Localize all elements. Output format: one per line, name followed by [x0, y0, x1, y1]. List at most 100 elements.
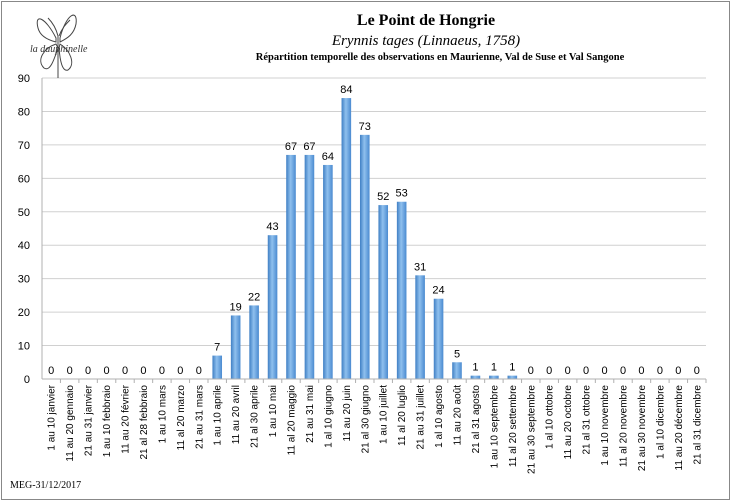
bar — [323, 164, 333, 379]
bar-value-label: 0 — [196, 365, 202, 377]
bar — [452, 362, 462, 379]
bar — [396, 201, 407, 379]
category-label: 1 au 10 juillet — [379, 385, 390, 444]
y-tick-label: 80 — [18, 106, 30, 118]
category-label: 11 au 20 avril — [231, 385, 242, 444]
bar-value-label: 0 — [48, 365, 54, 377]
category-label: 21 au 31 janvier — [84, 384, 95, 456]
y-tick-label: 0 — [24, 374, 30, 386]
chart-subtitle: Erynnis tages (Linnaeus, 1758) — [331, 33, 520, 49]
category-label: 11 al 20 luglio — [397, 385, 408, 446]
footer-credit: MEG-31/12/2017 — [10, 480, 82, 491]
bar-value-label: 24 — [432, 285, 444, 297]
bar — [378, 205, 389, 379]
bar — [212, 355, 223, 379]
category-label: 1 al 10 dicembre — [655, 385, 666, 459]
y-tick-label: 70 — [18, 140, 30, 152]
category-label: 11 au 20 juin — [342, 385, 353, 442]
bar-value-label: 0 — [85, 365, 91, 377]
bar-value-label: 84 — [340, 84, 352, 96]
bar-value-label: 1 — [491, 362, 497, 374]
category-label: 1 al 10 agosto — [434, 385, 445, 448]
bar-value-label: 1 — [472, 362, 478, 374]
bar-value-label: 0 — [528, 365, 534, 377]
bar-value-label: 0 — [620, 365, 626, 377]
y-tick-label: 40 — [18, 240, 30, 252]
category-label: 1 au 10 mai — [268, 385, 279, 437]
bar-value-label: 0 — [638, 365, 644, 377]
bar — [286, 154, 296, 379]
bar-value-label: 7 — [214, 342, 220, 354]
butterfly-icon — [36, 14, 77, 78]
logo-label: la dauphinelle — [30, 44, 88, 55]
category-label: 11 au 20 août — [453, 385, 464, 446]
y-tick-label: 30 — [18, 274, 30, 286]
category-label: 11 au 20 décembre — [674, 385, 685, 471]
category-label: 11 al 20 maggio — [287, 385, 298, 456]
category-label: 1 au 10 septembre — [489, 385, 500, 469]
category-label: 21 au 31 juillet — [416, 385, 427, 450]
bar-value-label: 0 — [565, 365, 571, 377]
bar — [433, 298, 444, 379]
bar-value-label: 31 — [414, 261, 426, 273]
category-label: 21 au 30 novembre — [637, 385, 648, 472]
bar-value-label: 0 — [67, 365, 73, 377]
category-label: 21 au 30 septembre — [526, 385, 537, 474]
category-label: 11 al 20 marzo — [176, 385, 187, 451]
y-tick-label: 50 — [18, 207, 30, 219]
category-label: 1 au 10 novembre — [600, 385, 611, 466]
bar-value-label: 0 — [601, 365, 607, 377]
bar-value-label: 0 — [103, 365, 109, 377]
category-label: 21 au 31 mai — [305, 385, 316, 443]
category-label: 1 al 10 ottobre — [545, 385, 556, 449]
bar-value-label: 0 — [122, 365, 128, 377]
bar-value-label: 19 — [230, 301, 242, 313]
category-label: 11 au 20 gennaio — [65, 385, 76, 462]
category-label: 1 au 10 mars — [157, 385, 168, 443]
y-axis: 0 10 20 30 40 50 60 70 80 90 — [18, 73, 43, 386]
category-label: 11 al 20 settembre — [508, 385, 519, 468]
bar — [341, 98, 352, 380]
bar-value-label: 0 — [159, 365, 165, 377]
bar-value-label: 64 — [322, 151, 334, 163]
category-label: 1 au 10 febbraio — [102, 385, 113, 458]
bar-value-label: 22 — [248, 291, 260, 303]
category-label: 21 al 30 aprile — [250, 385, 261, 448]
bar-value-label: 0 — [694, 365, 700, 377]
category-label: 21 al 28 febbraio — [139, 385, 150, 460]
logo: la dauphinelle — [30, 14, 88, 78]
bar — [359, 134, 370, 379]
y-tick-label: 20 — [18, 307, 30, 319]
bar — [489, 375, 499, 379]
bar-value-label: 0 — [657, 365, 663, 377]
bar — [415, 275, 425, 379]
category-label: 21 al 31 ottobre — [582, 385, 593, 455]
bar — [470, 375, 481, 379]
bar-value-label: 0 — [140, 365, 146, 377]
bar — [507, 375, 518, 379]
gridlines — [42, 77, 706, 380]
category-label: 1 au 10 aprile — [213, 385, 224, 446]
bar-value-label: 0 — [546, 365, 552, 377]
x-axis: 1 au 10 janvier 11 au 20 gennaio 21 au 31 … — [42, 378, 707, 474]
bar-value-label: 1 — [509, 362, 515, 374]
category-label: 21 al 30 giugno — [360, 385, 371, 454]
bar — [249, 305, 259, 379]
bar-value-label: 67 — [285, 141, 297, 153]
category-label: 1 al 10 giugno — [323, 385, 334, 448]
category-label: 21 al 31 dicembre — [692, 385, 703, 465]
bar-value-label: 5 — [454, 348, 460, 360]
category-label: 11 au 20 février — [121, 384, 132, 453]
bar-value-label: 53 — [396, 188, 408, 200]
category-label: 21 al 31 agosto — [471, 385, 482, 454]
category-label: 1 au 10 janvier — [47, 384, 58, 450]
bar — [304, 154, 315, 379]
bar-value-label: 52 — [377, 191, 389, 203]
bar — [267, 235, 278, 379]
chart-title: Le Point de Hongrie — [357, 12, 495, 29]
bar-value-label: 0 — [583, 365, 589, 377]
chart-description: Répartition temporelle des observations … — [256, 52, 625, 63]
category-label: 11 au 20 octobre — [563, 385, 574, 460]
